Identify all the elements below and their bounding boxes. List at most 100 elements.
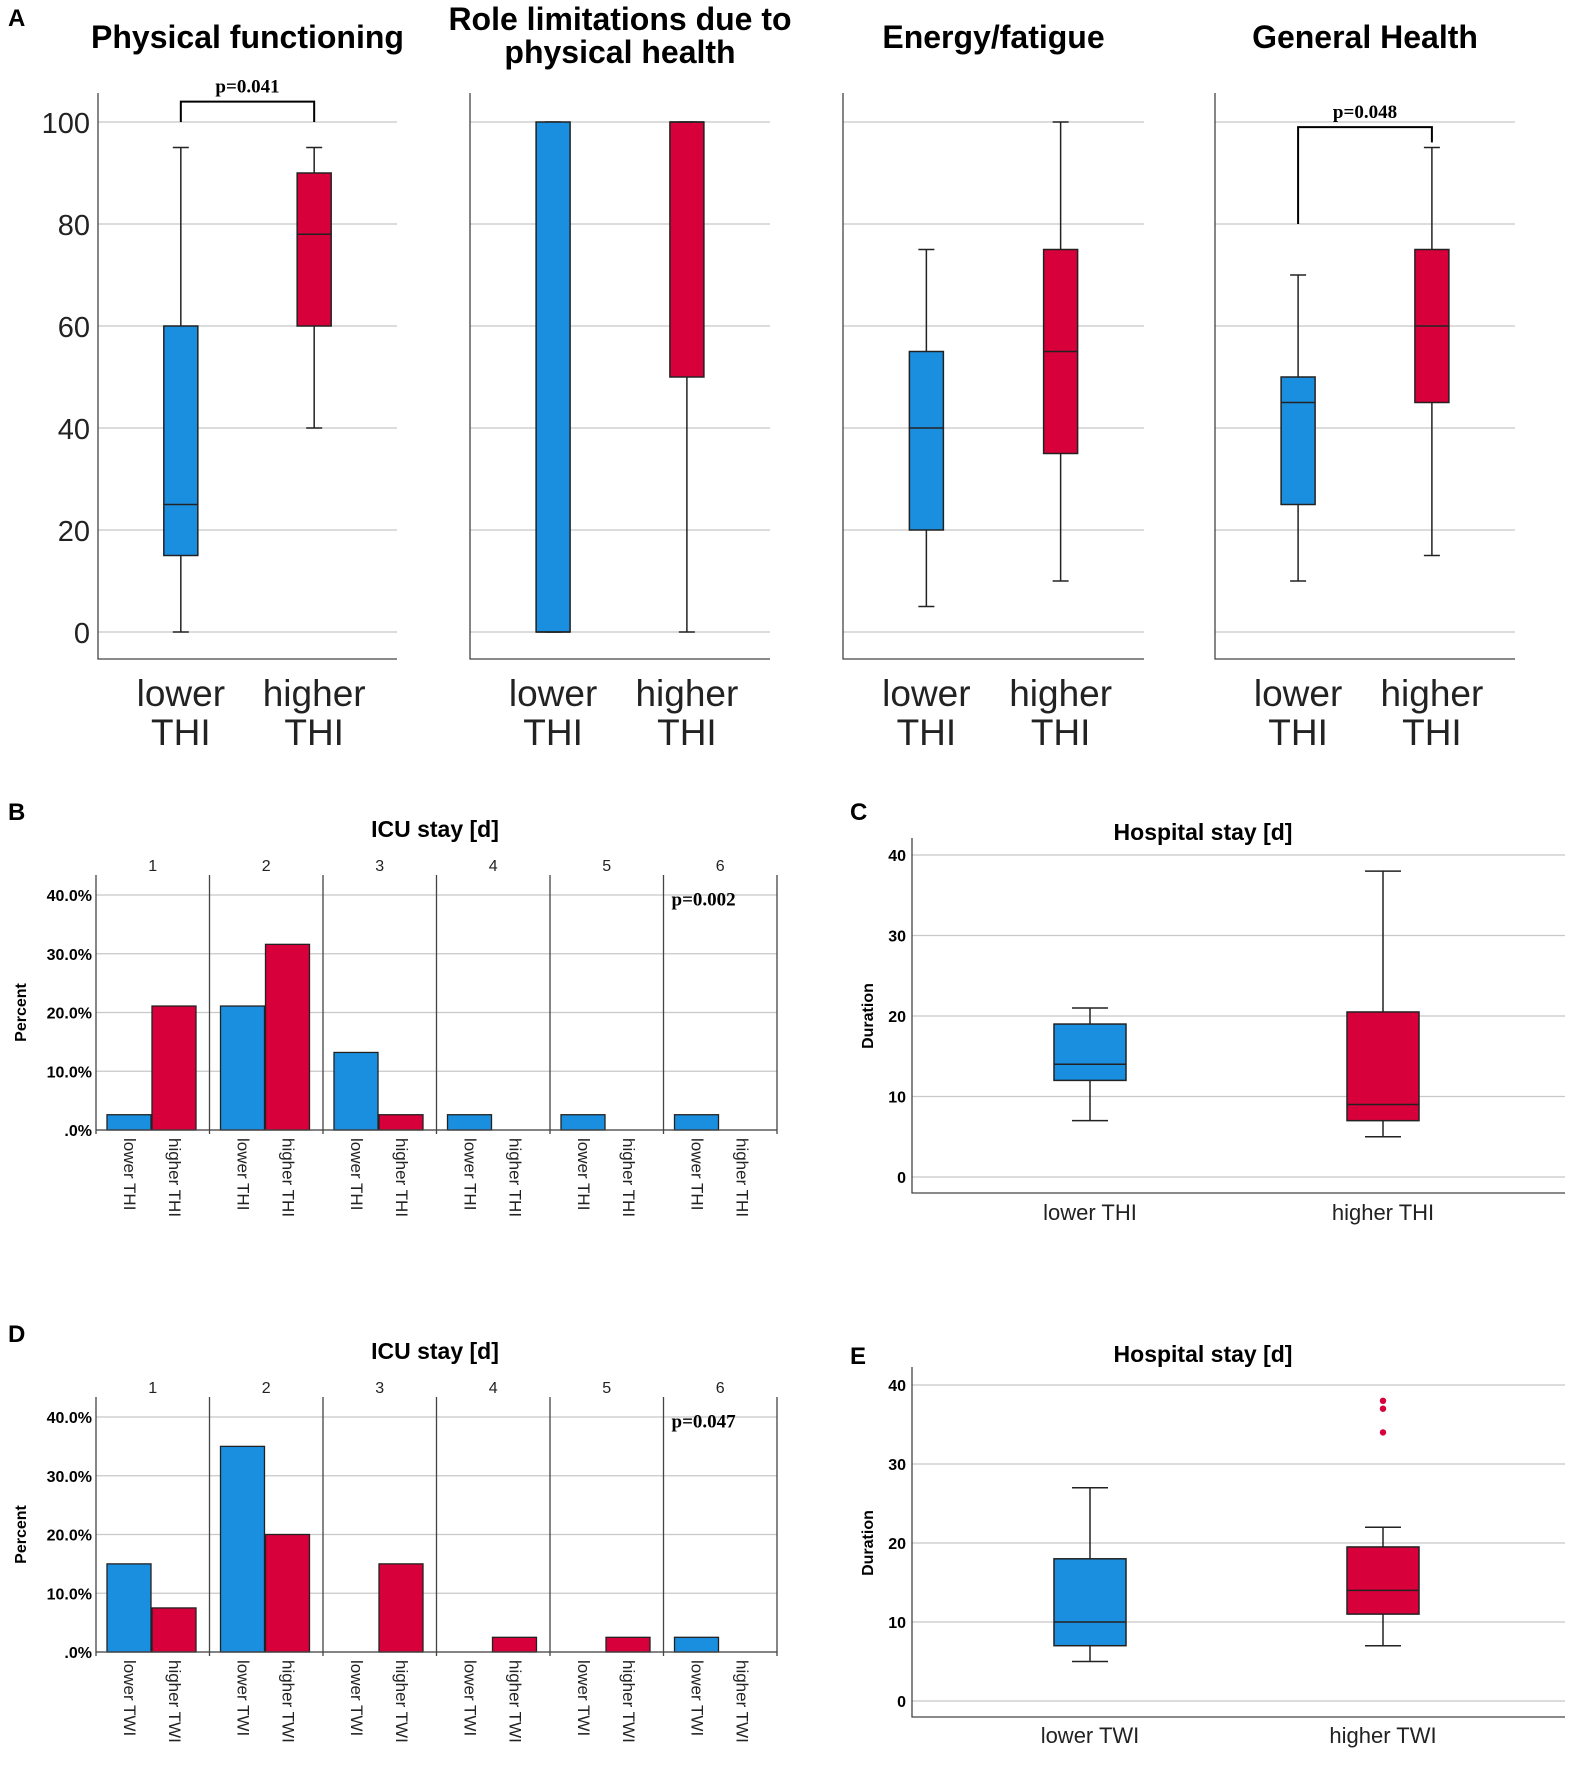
facet-label: 3 <box>375 1380 384 1397</box>
higher-group-box <box>1346 1011 1420 1122</box>
x-tick-label-line-1: lower <box>509 673 597 714</box>
facet-label: 3 <box>375 858 384 875</box>
lower-thi-box <box>908 350 945 531</box>
panel-label: B <box>8 799 25 826</box>
axis-frame <box>842 93 1144 660</box>
lower-group-box <box>1053 1558 1127 1647</box>
higher-group-outlier-2 <box>1379 1397 1387 1405</box>
x-bar-label: higher TWI <box>279 1660 298 1743</box>
bar-higher-twi <box>378 1563 424 1653</box>
facet-label: 6 <box>716 858 725 875</box>
y-tick-label: .0% <box>64 1123 92 1140</box>
x-bar-label: lower THI <box>461 1138 480 1210</box>
bar-higher-twi <box>491 1636 538 1653</box>
panel-d: D ICU stay [d] Percent .0% 10.0% 20.0% 30.0% 40… <box>8 1321 778 1743</box>
x-tick-label-line-2: THI <box>284 712 344 753</box>
y-axis-label: Percent <box>13 1504 30 1563</box>
y-tick-label: 30 <box>888 929 906 946</box>
x-bar-label: lower THI <box>120 1138 139 1210</box>
bar-higher-thi <box>378 1114 424 1131</box>
x-bar-label: higher TWI <box>733 1660 752 1743</box>
x-bar-label: lower THI <box>347 1138 366 1210</box>
facet-label: 1 <box>148 858 157 875</box>
x-tick-label-line-2: THI <box>523 712 583 753</box>
x-tick-label: higher THI <box>1332 1200 1434 1225</box>
bar-lower-thi <box>446 1114 493 1131</box>
x-bar-label: higher THI <box>506 1138 525 1217</box>
x-bar-label: lower TWI <box>234 1660 253 1736</box>
p-value-annotation: p=0.047 <box>672 1412 737 1433</box>
y-tick-label: 30.0% <box>47 1469 92 1486</box>
chart-title: ICU stay [d] <box>371 816 499 842</box>
facet-label: 4 <box>489 858 498 875</box>
subplot-title: General Health <box>1252 19 1478 55</box>
chart-title: Hospital stay [d] <box>1114 819 1293 845</box>
x-tick-label-line-1: higher <box>1009 673 1112 714</box>
y-tick-label: 10.0% <box>47 1064 92 1081</box>
subplot-title: Energy/fatigue <box>882 19 1104 55</box>
x-tick-label-line-2: THI <box>1402 712 1462 753</box>
facet-label: 6 <box>716 1380 725 1397</box>
axis-frame <box>911 838 1565 1194</box>
y-tick-label: 30 <box>888 1457 906 1474</box>
y-tick-label: 40 <box>888 1378 906 1395</box>
y-tick-label: 60 <box>58 312 90 344</box>
bar-higher-thi <box>151 1005 197 1131</box>
x-bar-label: lower TWI <box>461 1660 480 1736</box>
higher-thi-box <box>296 172 332 327</box>
bar-lower-thi <box>560 1114 606 1131</box>
x-bar-label: higher TWI <box>392 1660 411 1743</box>
facet-label: 4 <box>489 1380 498 1397</box>
p-value-annotation: p=0.048 <box>1333 102 1397 123</box>
bar-lower-twi <box>219 1445 266 1653</box>
y-axis-label: Percent <box>13 982 30 1041</box>
panel-label-a: A <box>8 5 25 32</box>
x-bar-label: higher THI <box>619 1138 638 1217</box>
x-tick-label-line-1: lower <box>1254 673 1342 714</box>
y-tick-label: 0 <box>74 618 90 650</box>
facet-label: 2 <box>262 858 271 875</box>
lower-thi-box <box>535 121 571 633</box>
panel-c: C Hospital stay [d] Duration 0 10 20 30 40 lower… <box>850 799 1565 1225</box>
x-bar-label: higher THI <box>165 1138 184 1217</box>
bar-higher-thi <box>264 943 311 1131</box>
x-bar-label: lower TWI <box>120 1660 139 1736</box>
x-bar-label: lower THI <box>234 1138 253 1210</box>
y-tick-label: 20 <box>888 1536 906 1553</box>
higher-thi-box <box>669 121 705 378</box>
bar-higher-twi <box>605 1636 651 1653</box>
lower-thi-box <box>163 325 199 557</box>
y-tick-label: 20 <box>58 516 90 548</box>
x-bar-label: higher THI <box>733 1138 752 1217</box>
chart-title: Hospital stay [d] <box>1114 1341 1293 1367</box>
subplot-title-line-1: Role limitations due to <box>448 1 791 37</box>
y-tick-label: 80 <box>58 210 90 242</box>
facet-label: 5 <box>602 858 611 875</box>
higher-group-outlier-1 <box>1379 1405 1387 1412</box>
y-tick-label: .0% <box>64 1645 92 1662</box>
bar-higher-twi <box>264 1533 311 1653</box>
y-tick-label: 40 <box>888 848 906 865</box>
p-value-annotation: p=0.002 <box>672 890 736 911</box>
y-tick-label: 0 <box>897 1694 906 1711</box>
y-tick-label: 40.0% <box>47 888 92 905</box>
y-tick-label: 30.0% <box>47 947 92 964</box>
y-tick-label: 40.0% <box>47 1410 92 1427</box>
x-tick-label: higher TWI <box>1329 1723 1436 1748</box>
x-bar-label: higher TWI <box>619 1660 638 1743</box>
panel-e: E Hospital stay [d] Duration 0 10 20 30 40 lower… <box>850 1341 1565 1748</box>
x-tick-label: lower THI <box>1043 1200 1137 1225</box>
y-tick-label: 100 <box>42 108 90 140</box>
x-tick-label-line-2: THI <box>1031 712 1091 753</box>
x-tick-label-line-1: higher <box>635 673 738 714</box>
panel-label: D <box>8 1321 25 1348</box>
higher-group-outlier-0 <box>1379 1429 1387 1436</box>
x-tick-label-line-2: THI <box>1268 712 1328 753</box>
axis-frame <box>911 1367 1565 1718</box>
panel-label: C <box>850 799 867 826</box>
bar-lower-thi <box>219 1005 266 1131</box>
y-tick-label: 20.0% <box>47 1528 92 1545</box>
